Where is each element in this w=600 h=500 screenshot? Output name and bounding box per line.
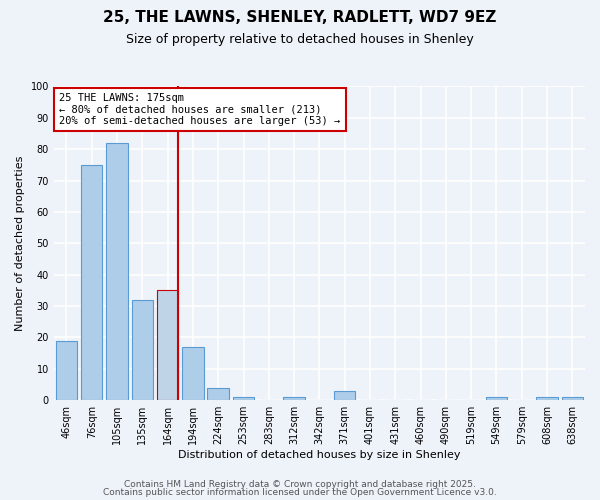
Bar	[334, 391, 355, 400]
Bar	[536, 397, 558, 400]
Bar	[106, 143, 128, 400]
Bar	[131, 300, 153, 400]
Text: Size of property relative to detached houses in Shenley: Size of property relative to detached ho…	[126, 32, 474, 46]
Text: Contains HM Land Registry data © Crown copyright and database right 2025.: Contains HM Land Registry data © Crown c…	[124, 480, 476, 489]
Text: 25, THE LAWNS, SHENLEY, RADLETT, WD7 9EZ: 25, THE LAWNS, SHENLEY, RADLETT, WD7 9EZ	[103, 10, 497, 25]
Text: 25 THE LAWNS: 175sqm
← 80% of detached houses are smaller (213)
20% of semi-deta: 25 THE LAWNS: 175sqm ← 80% of detached h…	[59, 93, 340, 126]
Bar	[81, 165, 103, 400]
X-axis label: Distribution of detached houses by size in Shenley: Distribution of detached houses by size …	[178, 450, 461, 460]
Bar	[56, 340, 77, 400]
Bar	[562, 397, 583, 400]
Bar	[486, 397, 507, 400]
Bar	[283, 397, 305, 400]
Bar	[233, 397, 254, 400]
Y-axis label: Number of detached properties: Number of detached properties	[15, 156, 25, 331]
Bar	[208, 388, 229, 400]
Text: Contains public sector information licensed under the Open Government Licence v3: Contains public sector information licen…	[103, 488, 497, 497]
Bar	[182, 347, 203, 400]
Bar	[157, 290, 178, 400]
